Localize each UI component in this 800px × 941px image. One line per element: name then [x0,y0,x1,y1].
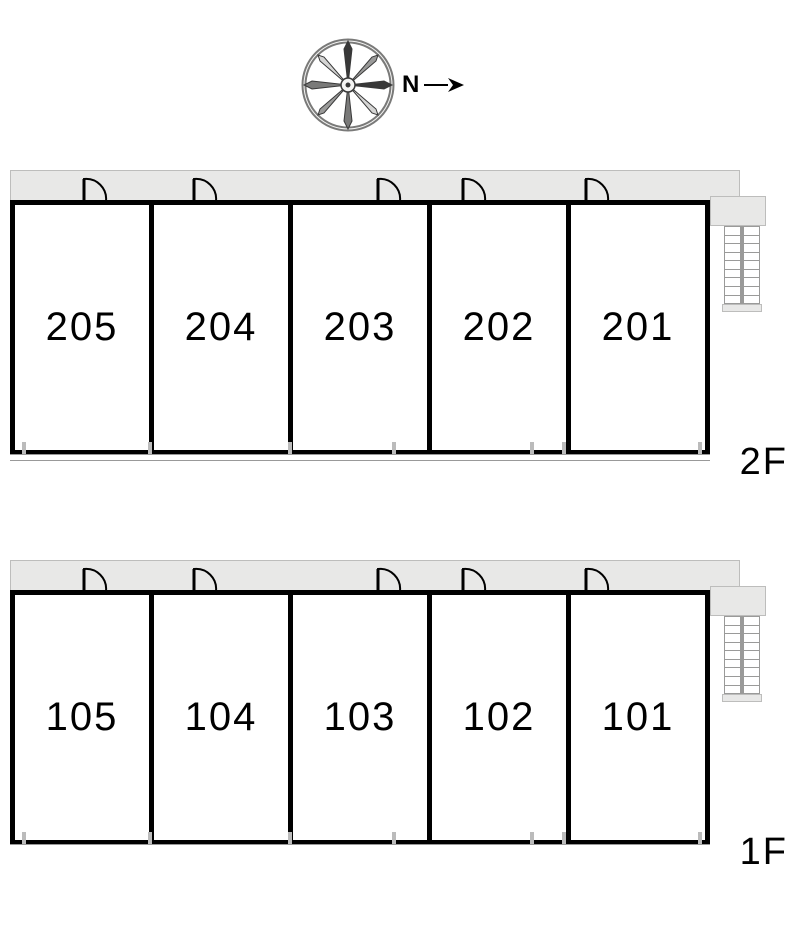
door-icon [584,567,610,591]
rail-post [530,832,534,844]
door-icon [376,567,402,591]
unit-201: 201 [571,205,705,450]
units-row: 105 104 103 102 101 [10,590,710,845]
compass-rose: N [300,35,500,135]
rail-post [698,442,702,454]
rail-post [22,442,26,454]
stair-landing [710,586,766,616]
unit-label: 205 [46,305,119,350]
stair-bottom [722,304,762,312]
compass-icon [300,37,396,133]
rail-post [22,832,26,844]
rail-post [698,832,702,844]
rail-post [392,442,396,454]
north-letter: N [402,71,420,99]
unit-label: 103 [324,695,397,740]
staircase [710,196,766,311]
unit-202: 202 [432,205,571,450]
door-icon [461,177,487,201]
door-icon [461,567,487,591]
unit-102: 102 [432,595,571,840]
north-label: N [402,71,466,99]
unit-label: 201 [602,305,675,350]
stair-landing [710,196,766,226]
floor-plan-2f: 205 204 203 202 201 [10,170,790,480]
unit-101: 101 [571,595,705,840]
balcony-rail [10,454,710,472]
rail-post [392,832,396,844]
unit-204: 204 [154,205,293,450]
stair-bottom [722,694,762,702]
floor-plan-1f: 105 104 103 102 101 [10,560,790,870]
staircase [710,586,766,701]
door-icon [82,567,108,591]
rail-post [562,442,566,454]
rail-post [148,442,152,454]
door-icon [376,177,402,201]
floor-inner: 105 104 103 102 101 [10,560,740,870]
stair-handrail [740,226,744,304]
floor-label: 1F [740,831,788,874]
rail-post [562,832,566,844]
rail-post [530,442,534,454]
unit-105: 105 [15,595,154,840]
unit-label: 202 [463,305,536,350]
floor-inner: 205 204 203 202 201 [10,170,740,480]
unit-205: 205 [15,205,154,450]
unit-203: 203 [293,205,432,450]
unit-label: 104 [185,695,258,740]
north-arrow-icon [424,75,466,95]
rail-posts [10,442,710,454]
unit-label: 105 [46,695,119,740]
compass-container: N [0,35,800,135]
floor-label: 2F [740,441,788,484]
rail-post [288,442,292,454]
units-row: 205 204 203 202 201 [10,200,710,455]
rail-post [288,832,292,844]
unit-label: 204 [185,305,258,350]
balcony-rail [10,844,710,862]
door-icon [192,567,218,591]
rail-post [148,832,152,844]
unit-label: 102 [463,695,536,740]
unit-label: 203 [324,305,397,350]
door-icon [584,177,610,201]
door-icon [82,177,108,201]
stair-handrail [740,616,744,694]
rail-posts [10,832,710,844]
unit-label: 101 [602,695,675,740]
unit-104: 104 [154,595,293,840]
unit-103: 103 [293,595,432,840]
door-icon [192,177,218,201]
